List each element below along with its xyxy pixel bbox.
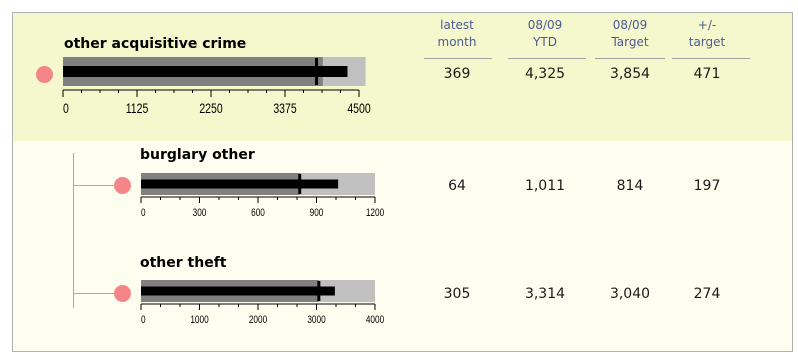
value-target: 3,040 <box>609 286 651 302</box>
measure-bar <box>141 179 339 189</box>
value-diff: 471 <box>693 66 721 82</box>
axis-tick-label: 0 <box>141 207 146 219</box>
value-latest-month: 64 <box>448 178 466 194</box>
bullet-chart-other-acquisitive-crime: 0 1125 2250 3375 4500 <box>62 57 371 117</box>
tree-connector-theft <box>73 293 117 294</box>
axis-tick-label: 1125 <box>126 101 149 117</box>
status-indicator <box>114 177 131 194</box>
metric-title-burglary-other: burglary other <box>140 147 255 163</box>
header-rule <box>424 58 492 59</box>
bullet-chart-burglary-other: 0 300 600 900 1200 <box>140 173 385 219</box>
axis-tick-label: 300 <box>193 207 207 219</box>
value-target: 3,854 <box>609 66 651 82</box>
value-ytd: 3,314 <box>524 286 566 302</box>
column-header-ytd: 08/09 YTD <box>527 18 563 49</box>
column-header-latest-month: latest month <box>437 18 477 49</box>
value-target: 814 <box>616 178 644 194</box>
column-header-target: 08/09 Target <box>611 18 649 49</box>
target-marker <box>315 58 319 85</box>
metric-title-other-theft: other theft <box>140 255 227 271</box>
tree-connector-burglary <box>73 185 117 186</box>
target-marker <box>298 174 302 194</box>
status-indicator <box>36 66 53 83</box>
axis-tick-label: 0 <box>63 101 69 117</box>
value-diff: 197 <box>693 178 721 194</box>
metric-title-other-acquisitive-crime: other acquisitive crime <box>64 36 247 52</box>
axis-tick-label: 3375 <box>273 101 296 117</box>
measure-bar <box>63 66 348 77</box>
kpi-panel: latest month 08/09 YTD 08/09 Target +/- targ… <box>12 12 793 352</box>
axis-tick-label: 600 <box>251 207 265 219</box>
axis-tick-label: 1000 <box>190 314 209 326</box>
value-ytd: 4,325 <box>524 66 566 82</box>
value-ytd: 1,011 <box>524 178 566 194</box>
header-rule <box>595 58 665 59</box>
axis-tick-label: 1200 <box>366 207 385 219</box>
value-latest-month: 369 <box>443 66 471 82</box>
axis-tick-label: 2000 <box>249 314 268 326</box>
header-rule <box>508 58 586 59</box>
axis-tick-label: 2250 <box>199 101 222 117</box>
axis-tick-label: 900 <box>310 207 324 219</box>
bullet-chart-other-theft: 0 1000 2000 3000 4000 <box>140 280 385 326</box>
axis-tick-label: 0 <box>141 314 146 326</box>
axis-tick-label: 3000 <box>307 314 326 326</box>
axis-tick-label: 4500 <box>347 101 370 117</box>
axis-tick-label: 4000 <box>366 314 385 326</box>
tree-connector-vertical <box>73 153 74 308</box>
value-latest-month: 305 <box>443 286 471 302</box>
target-marker <box>317 281 321 301</box>
column-header-diff: +/- target <box>688 18 726 49</box>
value-diff: 274 <box>693 286 721 302</box>
measure-bar <box>141 286 335 296</box>
header-rule <box>672 58 750 59</box>
status-indicator <box>114 285 131 302</box>
